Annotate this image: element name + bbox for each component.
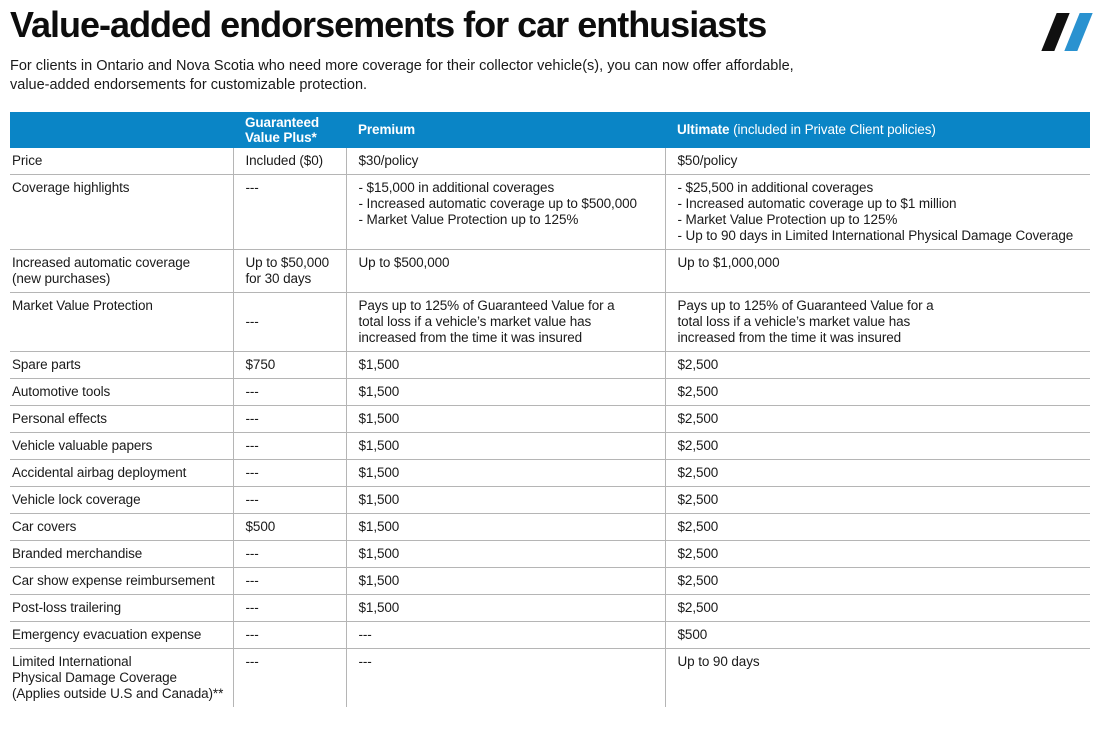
table-cell: $1,500 bbox=[345, 540, 665, 568]
table-cell: $2,500 bbox=[664, 378, 1090, 406]
table-row: Emergency evacuation expense --- --- $500 bbox=[10, 621, 1090, 649]
table-row: Car show expense reimbursement --- $1,500 $… bbox=[10, 567, 1090, 595]
table-cell: $2,500 bbox=[664, 351, 1090, 379]
row-label: Branded merchandise bbox=[10, 540, 233, 568]
table-cell: $2,500 bbox=[664, 432, 1090, 460]
table-cell: --- bbox=[232, 594, 346, 622]
table-cell: $1,500 bbox=[345, 378, 665, 406]
brand-logo bbox=[1041, 13, 1093, 51]
table-row: Personal effects --- $1,500 $2,500 bbox=[10, 405, 1090, 433]
table-cell: $1,500 bbox=[345, 405, 665, 433]
page: Value-added endorsements for car enthusi… bbox=[0, 6, 1097, 707]
table-cell: Up to $1,000,000 bbox=[664, 249, 1090, 293]
table-row: Spare parts $750 $1,500 $2,500 bbox=[10, 351, 1090, 379]
table-cell: $1,500 bbox=[345, 594, 665, 622]
table-cell: $1,500 bbox=[345, 432, 665, 460]
table-row: Vehicle valuable papers --- $1,500 $2,500 bbox=[10, 432, 1090, 460]
row-label: Market Value Protection bbox=[10, 292, 233, 352]
table-cell: $1,500 bbox=[345, 513, 665, 541]
row-label: Post-loss trailering bbox=[10, 594, 233, 622]
table-cell: --- bbox=[232, 292, 346, 352]
row-label: Car covers bbox=[10, 513, 233, 541]
row-label: Spare parts bbox=[10, 351, 233, 379]
table-cell: $50/policy bbox=[664, 147, 1090, 175]
table-cell: - $15,000 in additional coverages - Incr… bbox=[345, 174, 665, 250]
table-row: Post-loss trailering --- $1,500 $2,500 bbox=[10, 594, 1090, 622]
table-cell: --- bbox=[232, 567, 346, 595]
table-row: Automotive tools --- $1,500 $2,500 bbox=[10, 378, 1090, 406]
table-cell: $500 bbox=[232, 513, 346, 541]
table-cell: $750 bbox=[232, 351, 346, 379]
row-label: Vehicle valuable papers bbox=[10, 432, 233, 460]
table-row: Branded merchandise --- $1,500 $2,500 bbox=[10, 540, 1090, 568]
header-ultimate-suffix: (included in Private Client policies) bbox=[729, 122, 936, 138]
table-cell: $2,500 bbox=[664, 540, 1090, 568]
header-blank bbox=[10, 111, 233, 148]
table-header-row: Guaranteed Value Plus* Premium Ultimate … bbox=[10, 111, 1090, 148]
table-cell: --- bbox=[232, 648, 346, 707]
row-label: Automotive tools bbox=[10, 378, 233, 406]
table-cell: $2,500 bbox=[664, 486, 1090, 514]
table-cell: $1,500 bbox=[345, 486, 665, 514]
table-row: Price Included ($0) $30/policy $50/policy bbox=[10, 147, 1090, 175]
table-row: Limited International Physical Damage Co… bbox=[10, 648, 1090, 707]
page-title: Value-added endorsements for car enthusi… bbox=[10, 4, 767, 45]
row-label: Price bbox=[10, 147, 233, 175]
table-cell: Up to $50,000 for 30 days bbox=[232, 249, 346, 293]
table-cell: --- bbox=[345, 648, 665, 707]
row-label: Increased automatic coverage (new purcha… bbox=[10, 249, 233, 293]
table-row: Car covers $500 $1,500 $2,500 bbox=[10, 513, 1090, 541]
table-cell: $2,500 bbox=[664, 405, 1090, 433]
table-cell: Up to 90 days bbox=[664, 648, 1090, 707]
table-cell: --- bbox=[232, 378, 346, 406]
table-cell: $2,500 bbox=[664, 513, 1090, 541]
table-cell: Pays up to 125% of Guaranteed Value for … bbox=[664, 292, 1090, 352]
table-row: Vehicle lock coverage --- $1,500 $2,500 bbox=[10, 486, 1090, 514]
intro-text: For clients in Ontario and Nova Scotia w… bbox=[10, 57, 794, 93]
table-cell: --- bbox=[232, 174, 346, 250]
row-label: Vehicle lock coverage bbox=[10, 486, 233, 514]
row-label: Car show expense reimbursement bbox=[10, 567, 233, 595]
table-cell: --- bbox=[232, 540, 346, 568]
table-cell: --- bbox=[232, 621, 346, 649]
table-row: Coverage highlights --- - $15,000 in addit… bbox=[10, 174, 1090, 250]
header-premium: Premium bbox=[346, 111, 665, 148]
table-cell: $2,500 bbox=[664, 594, 1090, 622]
table-cell: --- bbox=[232, 405, 346, 433]
table-cell: --- bbox=[232, 486, 346, 514]
row-label: Limited International Physical Damage Co… bbox=[12, 653, 224, 701]
row-label: Emergency evacuation expense bbox=[10, 621, 233, 649]
table-cell: $1,500 bbox=[345, 351, 665, 379]
table-cell: - $25,500 in additional coverages - Incr… bbox=[664, 174, 1090, 250]
table-cell: $500 bbox=[664, 621, 1090, 649]
header-ultimate: Ultimate (included in Private Client pol… bbox=[665, 111, 1090, 148]
table-cell: $1,500 bbox=[345, 567, 665, 595]
table-row: Market Value Protection --- Pays up to 125… bbox=[10, 292, 1090, 352]
table-cell: Up to $500,000 bbox=[345, 249, 665, 293]
row-label: Coverage highlights bbox=[10, 174, 233, 250]
table-row: Accidental airbag deployment --- $1,500 $2,… bbox=[10, 459, 1090, 487]
table-cell: $2,500 bbox=[664, 567, 1090, 595]
table-cell: $2,500 bbox=[664, 459, 1090, 487]
header-guaranteed-value-plus: Guaranteed Value Plus* bbox=[233, 111, 346, 148]
table-cell: --- bbox=[345, 621, 665, 649]
table-cell: Included ($0) bbox=[232, 147, 346, 175]
endorsements-comparison-table: Guaranteed Value Plus* Premium Ultimate … bbox=[10, 111, 1090, 707]
table-cell: --- bbox=[232, 432, 346, 460]
row-label: Personal effects bbox=[10, 405, 233, 433]
table-cell: $30/policy bbox=[345, 147, 665, 175]
table-row: Increased automatic coverage (new purcha… bbox=[10, 249, 1090, 293]
table-cell: --- bbox=[232, 459, 346, 487]
row-label: Accidental airbag deployment bbox=[10, 459, 233, 487]
header-ultimate-label: Ultimate bbox=[677, 122, 730, 138]
table-cell: $1,500 bbox=[345, 459, 665, 487]
table-cell: Pays up to 125% of Guaranteed Value for … bbox=[345, 292, 665, 352]
